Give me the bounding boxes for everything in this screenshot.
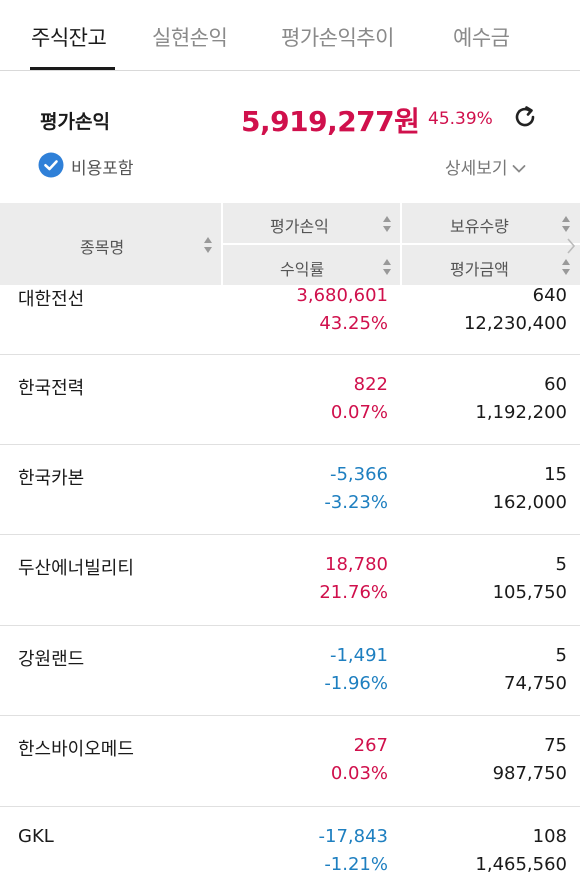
sort-icon[interactable] <box>561 258 571 276</box>
summary-label: 평가손익 <box>40 111 110 133</box>
stock-pnl: 822 <box>353 374 388 395</box>
table-row[interactable]: 강원랜드 -1,491 -1.96% 5 74,750 <box>0 626 580 716</box>
header-qty[interactable]: 보유수량 <box>450 217 509 236</box>
table-row[interactable]: 한스바이오메드 267 0.03% 75 987,750 <box>0 716 580 807</box>
check-circle-icon[interactable] <box>38 152 64 178</box>
detail-link[interactable]: 상세보기 <box>445 154 526 179</box>
stock-name: GKL <box>18 826 54 847</box>
refresh-icon[interactable] <box>512 104 538 130</box>
stock-value: 12,230,400 <box>463 313 567 334</box>
table-row[interactable]: 두산에너빌리티 18,780 21.76% 5 105,750 <box>0 535 580 626</box>
stock-name: 두산에너빌리티 <box>18 558 134 579</box>
stock-qty: 15 <box>544 464 567 485</box>
chevron-right-icon[interactable] <box>566 238 576 254</box>
header-name[interactable]: 종목명 <box>80 238 125 257</box>
active-tab-indicator <box>30 67 115 70</box>
stock-qty: 5 <box>555 645 567 666</box>
stock-rate: 43.25% <box>319 313 388 334</box>
stock-qty: 640 <box>532 285 567 306</box>
stock-name: 강원랜드 <box>18 649 85 670</box>
stock-value: 74,750 <box>504 673 567 694</box>
tab-valuation-trend[interactable]: 평가손익추이 <box>281 26 394 50</box>
stock-rate: 0.07% <box>330 402 388 423</box>
stock-pnl: 18,780 <box>325 554 388 575</box>
stock-qty: 108 <box>532 826 567 847</box>
stock-value: 1,192,200 <box>475 402 567 423</box>
tab-realized-pnl[interactable]: 실현손익 <box>152 26 228 50</box>
stock-rate: -3.23% <box>324 492 388 513</box>
sort-icon[interactable] <box>561 215 571 233</box>
table-row[interactable]: 한국카본 -5,366 -3.23% 15 162,000 <box>0 445 580 535</box>
include-fees-label[interactable]: 비용포함 <box>71 159 134 179</box>
stock-qty: 5 <box>555 554 567 575</box>
stock-rate: -1.96% <box>324 673 388 694</box>
header-divider <box>221 243 580 245</box>
tab-stock-balance[interactable]: 주식잔고 <box>31 26 107 50</box>
header-rate[interactable]: 수익률 <box>280 260 325 279</box>
stock-name: 한국전력 <box>18 378 85 399</box>
stock-value: 987,750 <box>492 763 567 784</box>
summary-amount: 5,919,277원 <box>241 105 420 138</box>
chevron-down-icon <box>512 165 525 173</box>
stock-name: 한스바이오메드 <box>18 739 134 760</box>
stock-qty: 60 <box>544 374 567 395</box>
stock-pnl: 3,680,601 <box>296 285 388 306</box>
table-row[interactable]: 대한전선 3,680,601 43.25% 640 12,230,400 <box>0 285 580 355</box>
header-value[interactable]: 평가금액 <box>450 260 509 279</box>
stock-rate: 0.03% <box>330 763 388 784</box>
stock-rate: 21.76% <box>319 582 388 603</box>
table-row[interactable]: GKL -17,843 -1.21% 108 1,465,560 <box>0 807 580 884</box>
header-pnl[interactable]: 평가손익 <box>270 217 329 236</box>
sort-icon[interactable] <box>382 258 392 276</box>
stock-pnl: -5,366 <box>329 464 388 485</box>
stock-value: 1,465,560 <box>475 854 567 875</box>
stock-name: 한국카본 <box>18 468 85 489</box>
stock-rate: -1.21% <box>324 854 388 875</box>
tab-bar: 주식잔고 실현손익 평가손익추이 예수금 <box>0 0 580 71</box>
stock-qty: 75 <box>544 735 567 756</box>
stock-value: 162,000 <box>492 492 567 513</box>
table-header: 종목명 평가손익 수익률 보유수량 평가금액 <box>0 203 580 285</box>
detail-label: 상세보기 <box>445 159 508 179</box>
table-row[interactable]: 한국전력 822 0.07% 60 1,192,200 <box>0 355 580 445</box>
summary-rate: 45.39% <box>428 109 493 129</box>
sort-icon[interactable] <box>382 215 392 233</box>
tab-deposit[interactable]: 예수금 <box>453 26 510 50</box>
stock-pnl: -17,843 <box>318 826 388 847</box>
stock-pnl: -1,491 <box>329 645 388 666</box>
stock-name: 대한전선 <box>18 289 85 310</box>
stock-value: 105,750 <box>492 582 567 603</box>
sort-icon[interactable] <box>203 236 213 254</box>
stock-pnl: 267 <box>353 735 388 756</box>
